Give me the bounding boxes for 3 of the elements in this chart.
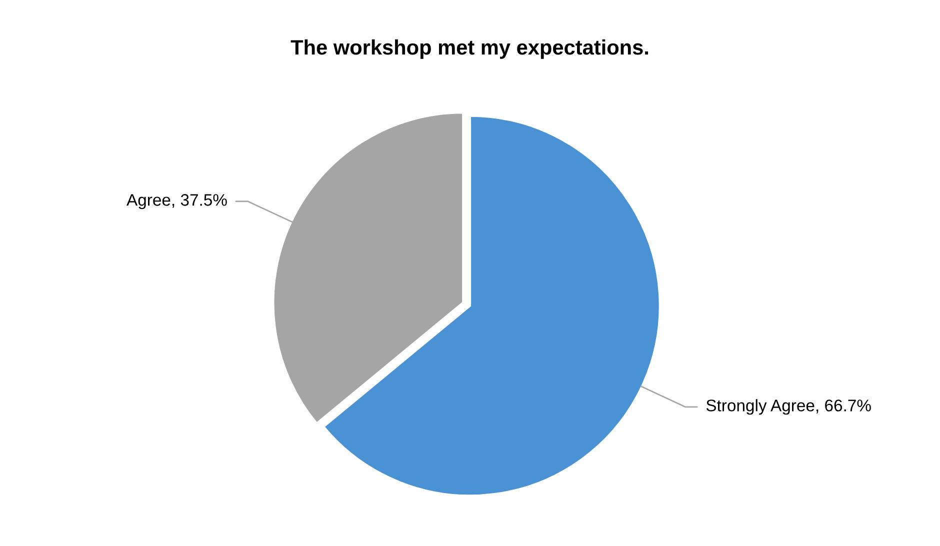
slice-label: Agree, 37.5%	[126, 194, 227, 210]
chart-title: The workshop met my expectations.	[290, 39, 648, 59]
slice-label: Strongly Agree, 66.7%	[706, 399, 871, 415]
